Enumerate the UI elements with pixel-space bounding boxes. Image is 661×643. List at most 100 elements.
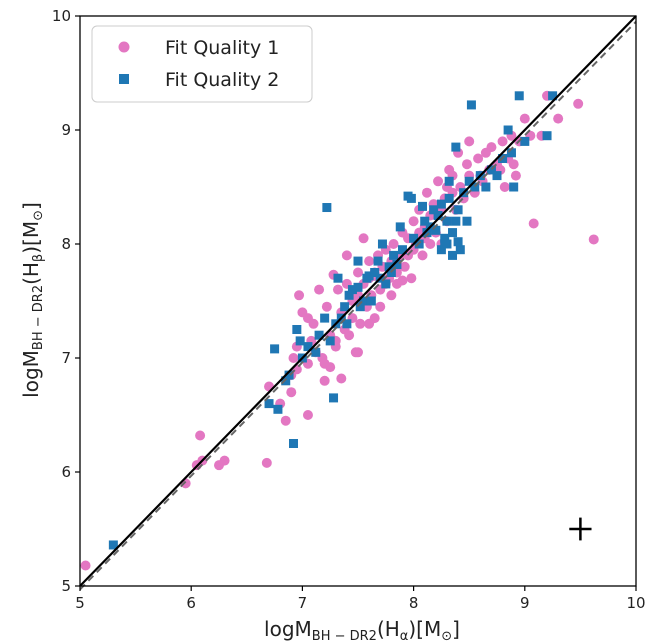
y-tick-label-8: 8 [61, 235, 71, 253]
y-tick-label-7: 7 [61, 349, 71, 367]
point-fit-quality-1-124 [280, 415, 291, 426]
point-fit-quality-1-65 [399, 261, 410, 272]
point-fit-quality-2-36 [392, 260, 402, 270]
point-fit-quality-2-3 [273, 404, 283, 414]
point-fit-quality-1-59 [386, 290, 397, 301]
point-fit-quality-1-47 [364, 256, 375, 267]
point-fit-quality-1-118 [573, 98, 584, 109]
point-fit-quality-1-35 [341, 250, 352, 261]
point-fit-quality-1-44 [358, 233, 369, 244]
point-fit-quality-2-82 [373, 256, 383, 266]
legend-label-fit-quality-2: Fit Quality 2 [165, 69, 279, 91]
legend-box [91, 25, 313, 103]
point-fit-quality-2-54 [448, 228, 458, 238]
point-fit-quality-1-11 [286, 387, 297, 398]
point-fit-quality-2-24 [355, 302, 365, 312]
point-fit-quality-2-9 [303, 342, 313, 352]
y-tick-label-10: 10 [52, 7, 71, 25]
point-fit-quality-2-20 [342, 319, 352, 329]
point-fit-quality-1-125 [302, 313, 313, 324]
point-fit-quality-1-12 [288, 353, 299, 363]
point-fit-quality-1-112 [519, 113, 530, 124]
point-fit-quality-1-41 [353, 267, 363, 278]
point-fit-quality-2-60 [464, 176, 474, 186]
point-fit-quality-1-32 [336, 373, 347, 384]
point-fit-quality-2-31 [377, 239, 387, 249]
x-tick-label-6: 6 [186, 594, 196, 612]
point-fit-quality-2-33 [384, 262, 394, 272]
point-fit-quality-2-44 [420, 216, 430, 226]
point-fit-quality-1-6 [219, 455, 230, 466]
point-fit-quality-2-81 [453, 237, 463, 247]
point-fit-quality-2-65 [486, 165, 496, 175]
legend-marker-fit-quality-2 [119, 74, 129, 84]
point-fit-quality-2-83 [353, 256, 363, 266]
legend-label-fit-quality-1: Fit Quality 1 [165, 37, 279, 59]
point-fit-quality-1-69 [408, 216, 419, 227]
point-fit-quality-2-0 [108, 540, 118, 550]
point-fit-quality-2-6 [289, 439, 299, 448]
point-fit-quality-2-25 [359, 296, 369, 306]
x-tick-label-7: 7 [298, 594, 308, 612]
point-fit-quality-2-41 [409, 233, 419, 243]
point-fit-quality-2-76 [448, 250, 458, 260]
legend: Fit Quality 1 Fit Quality 2 [91, 25, 313, 103]
point-fit-quality-2-47 [429, 205, 439, 215]
point-fit-quality-1-105 [497, 136, 508, 147]
point-fit-quality-1-7 [261, 457, 272, 468]
point-fit-quality-1-81 [433, 176, 444, 187]
point-fit-quality-1-15 [294, 290, 305, 301]
point-fit-quality-2-45 [422, 228, 432, 238]
point-fit-quality-1-25 [321, 301, 332, 312]
y-tick-label-9: 9 [61, 121, 71, 139]
point-fit-quality-1-127 [391, 278, 402, 289]
legend-marker-fit-quality-1 [118, 41, 130, 53]
point-fit-quality-2-71 [514, 91, 524, 101]
axis-ticks: 5 6 7 8 9 10 5 6 7 8 9 10 [52, 7, 646, 612]
point-fit-quality-1-114 [528, 218, 539, 229]
x-tick-label-5: 5 [75, 594, 85, 612]
y-tick-label-5: 5 [61, 577, 71, 595]
point-fit-quality-1-53 [375, 301, 386, 312]
point-fit-quality-2-11 [314, 330, 324, 340]
point-fit-quality-2-12 [320, 313, 330, 323]
point-fit-quality-1-120 [319, 375, 330, 386]
point-fit-quality-2-40 [406, 193, 416, 203]
point-fit-quality-2-70 [509, 182, 519, 192]
y-axis-label: logMBH − DR2(Hβ)[M⊙] [19, 202, 46, 398]
point-fit-quality-2-37 [395, 222, 405, 232]
point-fit-quality-2-78 [444, 176, 454, 186]
point-fit-quality-1-68 [406, 273, 417, 284]
point-fit-quality-2-84 [295, 336, 305, 346]
point-fit-quality-2-27 [364, 271, 374, 281]
point-fit-quality-2-14 [325, 336, 335, 346]
point-fit-quality-2-48 [431, 225, 441, 235]
plot-marks [79, 15, 637, 591]
point-fit-quality-2-74 [548, 91, 558, 101]
point-fit-quality-2-35 [389, 250, 399, 260]
point-fit-quality-1-97 [473, 153, 484, 164]
point-fit-quality-2-64 [481, 182, 491, 192]
point-fit-quality-2-59 [462, 216, 472, 226]
x-tick-label-9: 9 [520, 594, 530, 612]
point-fit-quality-2-53 [444, 193, 454, 203]
x-tick-label-10: 10 [626, 594, 645, 612]
point-fit-quality-1-119 [588, 234, 599, 245]
point-fit-quality-1-95 [464, 136, 475, 147]
point-fit-quality-2-7 [292, 325, 302, 334]
point-fit-quality-1-22 [314, 284, 325, 295]
x-axis-label: logMBH − DR2(Hα)[M⊙] [264, 617, 460, 643]
point-fit-quality-2-1 [264, 399, 274, 409]
point-fit-quality-1-60 [388, 239, 399, 249]
point-fit-quality-2-50 [436, 199, 446, 209]
point-fit-quality-2-29 [370, 268, 380, 277]
point-fit-quality-1-17 [302, 410, 313, 420]
point-fit-quality-1-109 [508, 159, 519, 170]
point-fit-quality-2-56 [453, 205, 463, 215]
point-fit-quality-2-73 [542, 131, 552, 141]
point-fit-quality-2-10 [311, 347, 321, 357]
fit-line [79, 21, 637, 591]
point-fit-quality-1-76 [421, 187, 432, 198]
point-fit-quality-2-49 [433, 211, 443, 220]
